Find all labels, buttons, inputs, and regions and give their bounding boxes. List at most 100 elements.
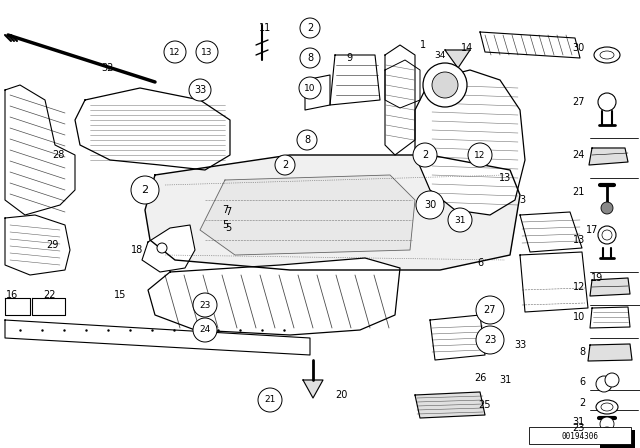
Circle shape bbox=[598, 93, 616, 111]
Circle shape bbox=[605, 373, 619, 387]
Text: 11: 11 bbox=[259, 23, 271, 33]
Text: 13: 13 bbox=[573, 235, 585, 245]
Text: 8: 8 bbox=[304, 135, 310, 145]
Text: 5: 5 bbox=[222, 220, 228, 230]
Circle shape bbox=[413, 143, 437, 167]
Circle shape bbox=[476, 326, 504, 354]
Polygon shape bbox=[330, 55, 380, 105]
Polygon shape bbox=[589, 148, 628, 165]
Polygon shape bbox=[32, 298, 65, 315]
Text: 25: 25 bbox=[478, 400, 490, 410]
Text: 26: 26 bbox=[474, 373, 486, 383]
Text: 3: 3 bbox=[519, 195, 525, 205]
Text: 21: 21 bbox=[264, 396, 276, 405]
Text: 00194306: 00194306 bbox=[561, 431, 598, 440]
Ellipse shape bbox=[596, 400, 618, 414]
Text: 33: 33 bbox=[194, 85, 206, 95]
Circle shape bbox=[601, 202, 613, 214]
Text: 8: 8 bbox=[579, 347, 585, 357]
Polygon shape bbox=[305, 75, 330, 110]
Text: 5: 5 bbox=[225, 223, 231, 233]
Text: 16: 16 bbox=[6, 290, 18, 300]
Circle shape bbox=[297, 130, 317, 150]
Circle shape bbox=[193, 318, 217, 342]
Polygon shape bbox=[75, 88, 230, 170]
Polygon shape bbox=[142, 225, 195, 272]
Text: 23: 23 bbox=[573, 423, 585, 433]
Circle shape bbox=[131, 176, 159, 204]
Ellipse shape bbox=[601, 403, 613, 411]
Text: 2: 2 bbox=[579, 398, 585, 408]
Text: 9: 9 bbox=[346, 53, 352, 63]
Ellipse shape bbox=[594, 47, 620, 63]
Text: 13: 13 bbox=[201, 47, 212, 56]
Text: 2: 2 bbox=[141, 185, 148, 195]
Polygon shape bbox=[590, 307, 630, 328]
Text: 10: 10 bbox=[573, 312, 585, 322]
Ellipse shape bbox=[600, 51, 614, 59]
Circle shape bbox=[416, 191, 444, 219]
Text: 23: 23 bbox=[199, 301, 211, 310]
Text: 12: 12 bbox=[170, 47, 180, 56]
Circle shape bbox=[423, 63, 467, 107]
Polygon shape bbox=[480, 32, 580, 58]
Text: 14: 14 bbox=[461, 43, 473, 53]
Polygon shape bbox=[430, 315, 485, 360]
Text: 13: 13 bbox=[499, 173, 511, 183]
Circle shape bbox=[275, 155, 295, 175]
Circle shape bbox=[300, 18, 320, 38]
Polygon shape bbox=[520, 252, 588, 312]
Polygon shape bbox=[200, 175, 415, 255]
Text: 27: 27 bbox=[484, 305, 496, 315]
Polygon shape bbox=[520, 212, 582, 252]
Text: 8: 8 bbox=[307, 53, 313, 63]
Polygon shape bbox=[445, 50, 470, 68]
Text: 18: 18 bbox=[131, 245, 143, 255]
Polygon shape bbox=[415, 392, 485, 418]
Text: 2: 2 bbox=[282, 160, 288, 170]
Polygon shape bbox=[148, 258, 400, 335]
Text: 7: 7 bbox=[222, 205, 228, 215]
Text: 24: 24 bbox=[573, 150, 585, 160]
Polygon shape bbox=[303, 380, 323, 398]
Circle shape bbox=[432, 72, 458, 98]
Circle shape bbox=[596, 376, 612, 392]
Text: 19: 19 bbox=[591, 273, 604, 283]
Circle shape bbox=[598, 226, 616, 244]
Polygon shape bbox=[5, 85, 75, 215]
Polygon shape bbox=[5, 298, 30, 315]
Circle shape bbox=[196, 41, 218, 63]
Text: 7: 7 bbox=[225, 207, 231, 217]
Polygon shape bbox=[588, 344, 632, 361]
Text: 30: 30 bbox=[573, 43, 585, 53]
Polygon shape bbox=[385, 60, 420, 108]
FancyBboxPatch shape bbox=[529, 427, 631, 444]
Polygon shape bbox=[590, 278, 630, 296]
Text: 6: 6 bbox=[579, 377, 585, 387]
Text: 31: 31 bbox=[454, 215, 466, 224]
Circle shape bbox=[258, 388, 282, 412]
Text: 20: 20 bbox=[335, 390, 348, 400]
Circle shape bbox=[164, 41, 186, 63]
Text: 2: 2 bbox=[422, 150, 428, 160]
Polygon shape bbox=[145, 155, 520, 270]
Bar bbox=[600, 430, 635, 448]
Circle shape bbox=[468, 143, 492, 167]
Circle shape bbox=[602, 230, 612, 240]
Text: 22: 22 bbox=[44, 290, 56, 300]
Text: 31: 31 bbox=[573, 417, 585, 427]
Text: 15: 15 bbox=[114, 290, 126, 300]
Text: 6: 6 bbox=[477, 258, 483, 268]
Text: 10: 10 bbox=[304, 83, 316, 92]
Text: 33: 33 bbox=[514, 340, 526, 350]
Text: 1: 1 bbox=[420, 40, 426, 50]
Circle shape bbox=[157, 243, 167, 253]
Text: 21: 21 bbox=[573, 187, 585, 197]
Circle shape bbox=[600, 417, 614, 431]
Text: 28: 28 bbox=[52, 150, 64, 160]
Text: 30: 30 bbox=[424, 200, 436, 210]
Polygon shape bbox=[415, 70, 525, 215]
Circle shape bbox=[299, 77, 321, 99]
Circle shape bbox=[601, 427, 613, 439]
Circle shape bbox=[189, 79, 211, 101]
